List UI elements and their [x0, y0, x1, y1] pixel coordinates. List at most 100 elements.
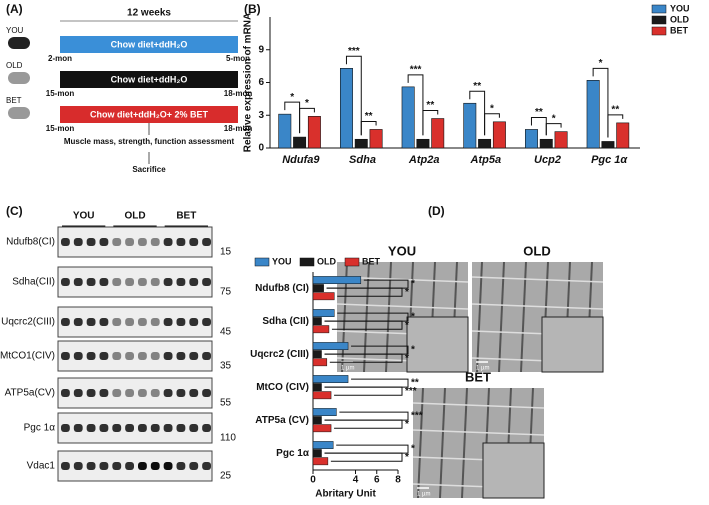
protein: ATP5a(CV): [5, 388, 55, 399]
y-tick-label: Uqcrc2 (CIII): [250, 349, 309, 360]
kda: 110: [220, 433, 236, 444]
x-tick-label: Ucp2: [534, 154, 561, 166]
bar: [524, 129, 538, 149]
mouse-icon: [8, 107, 30, 119]
significance: *: [405, 320, 409, 331]
band: [86, 318, 96, 326]
bar: [312, 383, 322, 392]
significance: ***: [405, 386, 417, 397]
band: [86, 424, 96, 432]
band: [163, 389, 173, 397]
legend-label: OLD: [317, 256, 336, 266]
band: [189, 424, 199, 432]
blot: [57, 266, 213, 298]
band: [125, 318, 134, 326]
band: [138, 352, 147, 360]
blot: [57, 340, 213, 372]
band: [202, 424, 211, 432]
bar: [312, 309, 335, 317]
significance: *: [405, 353, 409, 364]
band: [112, 318, 122, 326]
step: Muscle mass, strength, function assessme…: [64, 137, 235, 146]
band: [61, 318, 70, 326]
band: [61, 352, 70, 360]
bar: [312, 317, 322, 326]
bar: [312, 441, 334, 449]
bracket: [484, 113, 500, 136]
band: [86, 278, 96, 286]
bar: [307, 116, 321, 149]
protein: Vdac1: [27, 461, 56, 472]
z-line: [461, 387, 468, 499]
significance: **: [365, 111, 373, 122]
band: [189, 352, 199, 360]
z-line: [417, 387, 424, 499]
band: [61, 462, 70, 470]
image-title: BET: [465, 369, 491, 384]
fiber: [471, 303, 604, 310]
band: [176, 238, 186, 246]
significance: *: [599, 58, 603, 69]
band: [202, 389, 211, 397]
legend-label: YOU: [670, 3, 690, 13]
blot: [57, 226, 213, 258]
significance: *: [411, 312, 415, 323]
band: [138, 462, 147, 470]
band: [73, 318, 83, 326]
band: [73, 389, 83, 397]
group-name: OLD: [6, 61, 23, 70]
kda: 75: [220, 287, 232, 298]
band: [202, 352, 211, 360]
bar: [369, 129, 383, 149]
x-tick-label: 4: [353, 475, 359, 486]
band: [202, 238, 211, 246]
significance: *: [411, 444, 415, 455]
fiber: [412, 429, 545, 436]
significance: *: [405, 419, 409, 430]
bracket: [324, 444, 409, 454]
x-tick-label: Atp5a: [470, 154, 502, 166]
y-tick-label: 0: [258, 143, 264, 154]
scale: 1 µm: [341, 366, 354, 372]
band: [125, 352, 134, 360]
band: [112, 389, 122, 397]
significance: **: [426, 100, 434, 111]
protein: Uqcrc2(CIII): [1, 317, 55, 328]
bracket: [545, 123, 562, 136]
band: [73, 278, 83, 286]
diet-bar: [60, 106, 238, 123]
legend-swatch: [651, 15, 667, 25]
start: 2-mon: [48, 54, 72, 63]
diet-bar: [60, 71, 238, 88]
diet: Chow diet+ddH₂O: [111, 39, 188, 49]
band: [138, 318, 147, 326]
band: [202, 278, 211, 286]
band: [99, 318, 109, 326]
bar: [492, 121, 506, 149]
band: [176, 352, 186, 360]
y-tick-label: Pgc 1α: [276, 448, 310, 459]
blot: [57, 377, 213, 409]
kda: 55: [220, 398, 232, 409]
z-line: [439, 387, 446, 499]
diet-bar: [60, 36, 238, 53]
duration: 12 weeks: [127, 8, 171, 19]
band: [189, 318, 199, 326]
x-tick-label: 6: [374, 475, 380, 486]
x-tick-label: Ndufa9: [282, 154, 320, 166]
band: [112, 352, 122, 360]
y-label: Relative expression of mRNA: [243, 13, 254, 153]
significance: *: [405, 452, 409, 463]
band: [150, 278, 160, 286]
y-tick-label: MtCO (CIV): [256, 382, 309, 393]
image-title: OLD: [523, 243, 550, 258]
fiber: [471, 276, 604, 283]
band: [163, 462, 173, 470]
legend-label: YOU: [272, 256, 292, 266]
bar: [312, 358, 328, 367]
bar: [312, 276, 362, 284]
band: [125, 238, 134, 246]
z-line: [520, 261, 527, 373]
fiber: [336, 303, 469, 310]
blot: [57, 450, 213, 482]
